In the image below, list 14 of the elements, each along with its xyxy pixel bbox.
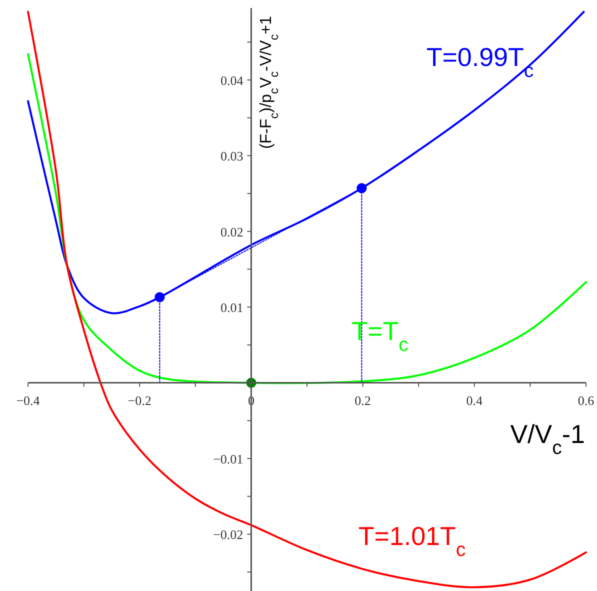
x-tick-label: −0.4 [16,392,40,408]
y-tick-label: 0.02 [220,224,244,240]
y-tick-label: 0.01 [220,300,244,316]
x-tick-label: 0.6 [578,392,595,408]
x-tick-label: 0.4 [466,392,484,408]
y-tick-label: −0.01 [213,452,244,466]
x-tick-label: 0.2 [354,392,371,408]
y-tick-label: −0.02 [213,527,244,542]
x-axis-title: V/V$_{c}$-1 [510,419,585,459]
y-tick-label: 0.04 [220,72,244,88]
y-tick-label: 0.03 [220,148,244,164]
series-label: T=1.01T$_{c}$ [358,521,466,561]
series-label: T=T$_{c}$ [352,316,409,356]
x-tick-label: −0.2 [128,392,152,408]
